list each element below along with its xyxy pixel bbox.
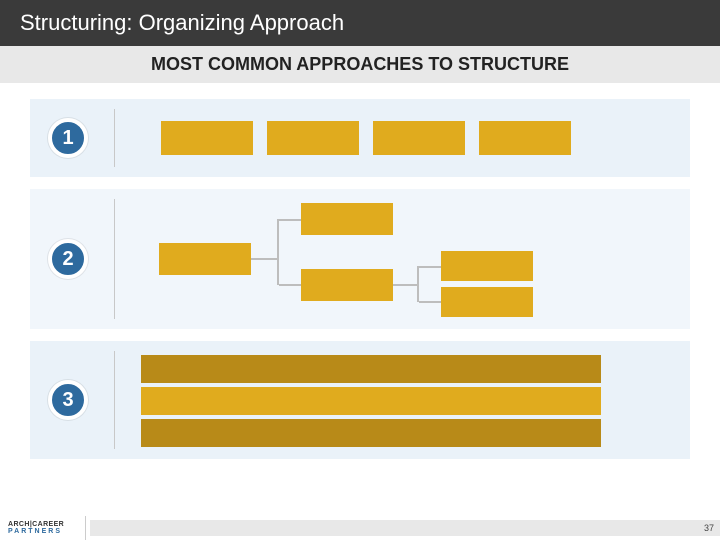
page-title: Structuring: Organizing Approach (20, 10, 344, 35)
tree-connector (279, 284, 301, 286)
logo-line-2: PARTNERS (8, 528, 85, 535)
tree-connector (417, 266, 419, 302)
tree-connector (393, 284, 417, 286)
subtitle-bar: MOST COMMON APPROACHES TO STRUCTURE (0, 46, 720, 83)
diagram-tree (141, 189, 690, 329)
logo-line-1: ARCH|CAREER (8, 521, 85, 528)
sequence-box (373, 121, 465, 155)
number-badge-3: 3 (48, 380, 88, 420)
approach-row-1: 1 (30, 99, 690, 177)
approach-row-3: 3 (30, 341, 690, 459)
tree-node (441, 287, 533, 317)
footer: ARCH|CAREER PARTNERS 37 (0, 516, 720, 540)
row-divider (114, 351, 115, 449)
footer-bar: 37 (90, 520, 720, 536)
diagram-sequence (141, 99, 690, 177)
sequence-box (267, 121, 359, 155)
tree-node (159, 243, 251, 275)
tree-connector (277, 219, 279, 285)
title-bar: Structuring: Organizing Approach (0, 0, 720, 46)
tree-connector (251, 258, 277, 260)
tree-connector (419, 266, 441, 268)
subtitle-text: MOST COMMON APPROACHES TO STRUCTURE (151, 54, 569, 74)
tree-node (301, 269, 393, 301)
number-badge-1: 1 (48, 118, 88, 158)
tree-connector (419, 301, 441, 303)
sequence-box (479, 121, 571, 155)
approach-row-2: 2 (30, 189, 690, 329)
content-area: 1 2 3 (0, 83, 720, 459)
diagram-stacked (141, 341, 690, 459)
tree-node (441, 251, 533, 281)
stacked-bar (141, 387, 601, 415)
slide: Structuring: Organizing Approach MOST CO… (0, 0, 720, 540)
stacked-bar (141, 419, 601, 447)
page-number: 37 (704, 523, 714, 533)
row-divider (114, 199, 115, 319)
tree-node (301, 203, 393, 235)
number-badge-2: 2 (48, 239, 88, 279)
row-divider (114, 109, 115, 167)
logo: ARCH|CAREER PARTNERS (0, 516, 86, 540)
sequence-box (161, 121, 253, 155)
stacked-bar (141, 355, 601, 383)
tree-connector (279, 219, 301, 221)
